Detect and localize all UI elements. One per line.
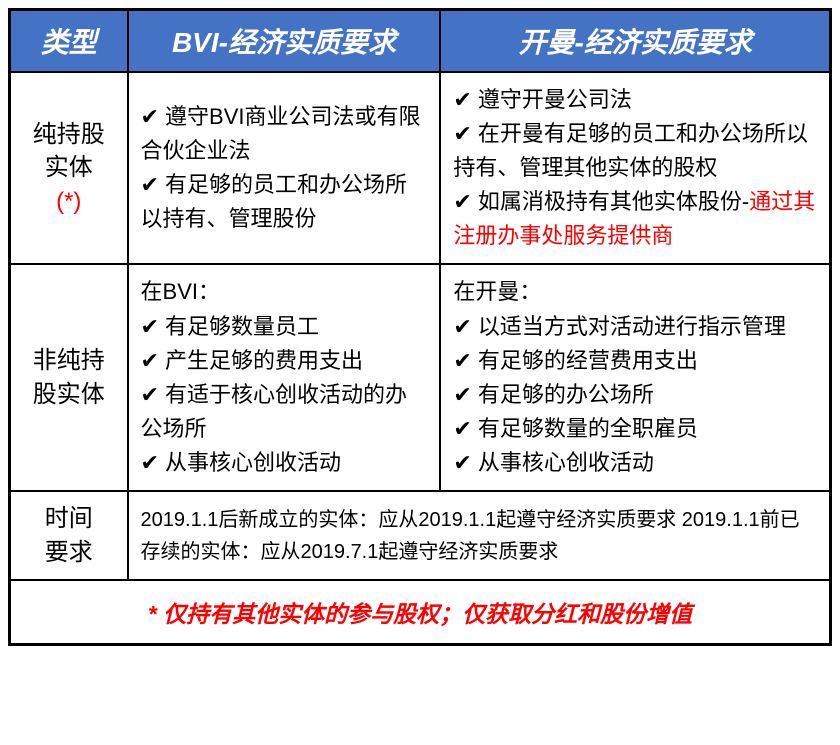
np-bvi-head: 在BVI： xyxy=(141,275,428,309)
label-time-l1: 时间 xyxy=(45,505,93,532)
np-bvi-0: ✔ 有足够数量员工 xyxy=(141,310,428,344)
cell-pure-cayman: ✔ 遵守开曼公司法 ✔ 在开曼有足够的员工和办公场所以持有、管理其他实体的股权 … xyxy=(440,72,830,264)
np-km-2: ✔ 有足够的办公场所 xyxy=(453,378,817,412)
cell-nonpure-bvi: 在BVI： ✔ 有足够数量员工 ✔ 产生足够的费用支出 ✔ 有适于核心创收活动的… xyxy=(128,264,441,491)
pure-bvi-0: ✔ 遵守BVI商业公司法或有限合伙企业法 xyxy=(141,100,428,168)
header-row: 类型 BVI-经济实质要求 开曼-经济实质要求 xyxy=(10,10,831,73)
footer-note: * 仅持有其他实体的参与股权；仅获取分红和股份增值 xyxy=(10,580,831,645)
label-pure: 纯持股 实体 (*) xyxy=(10,72,128,264)
np-km-3: ✔ 有足够数量的全职雇员 xyxy=(453,412,817,446)
label-time-l2: 要求 xyxy=(45,539,93,566)
cell-pure-bvi: ✔ 遵守BVI商业公司法或有限合伙企业法 ✔ 有足够的员工和办公场所以持有、管理… xyxy=(128,72,441,264)
pure-km-mixed-prefix: ✔ 如属消极持有其他实体股份- xyxy=(453,189,749,214)
np-km-0: ✔ 以适当方式对活动进行指示管理 xyxy=(453,310,817,344)
np-km-1: ✔ 有足够的经营费用支出 xyxy=(453,344,817,378)
time-l1: 2019.1.1后新成立的实体：应从2019.1.1起遵守经济实质要求 xyxy=(141,509,677,531)
row-pure-holding: 纯持股 实体 (*) ✔ 遵守BVI商业公司法或有限合伙企业法 ✔ 有足够的员工… xyxy=(10,72,831,264)
header-cayman: 开曼-经济实质要求 xyxy=(440,10,830,73)
np-bvi-3: ✔ 从事核心创收活动 xyxy=(141,446,428,480)
label-time: 时间 要求 xyxy=(10,491,128,580)
label-nonpure-l2: 股实体 xyxy=(33,381,105,408)
pure-km-1: ✔ 在开曼有足够的员工和办公场所以持有、管理其他实体的股权 xyxy=(453,117,817,185)
row-footer: * 仅持有其他实体的参与股权；仅获取分红和股份增值 xyxy=(10,580,831,645)
pure-km-mixed: ✔ 如属消极持有其他实体股份-通过其注册办事处服务提供商 xyxy=(453,185,817,253)
econ-substance-table: 类型 BVI-经济实质要求 开曼-经济实质要求 纯持股 实体 (*) ✔ 遵守B… xyxy=(8,8,832,646)
row-nonpure-holding: 非纯持 股实体 在BVI： ✔ 有足够数量员工 ✔ 产生足够的费用支出 ✔ 有适… xyxy=(10,264,831,491)
header-bvi: BVI-经济实质要求 xyxy=(128,10,441,73)
pure-bvi-1: ✔ 有足够的员工和办公场所以持有、管理股份 xyxy=(141,168,428,236)
label-nonpure: 非纯持 股实体 xyxy=(10,264,128,491)
np-km-4: ✔ 从事核心创收活动 xyxy=(453,446,817,480)
cell-time-content: 2019.1.1后新成立的实体：应从2019.1.1起遵守经济实质要求 2019… xyxy=(128,491,831,580)
np-bvi-1: ✔ 产生足够的费用支出 xyxy=(141,344,428,378)
label-pure-l1: 纯持股 xyxy=(33,121,105,148)
label-pure-l2: 实体 xyxy=(45,154,93,181)
np-bvi-2: ✔ 有适于核心创收活动的办公场所 xyxy=(141,378,428,446)
pure-km-0: ✔ 遵守开曼公司法 xyxy=(453,83,817,117)
np-km-head: 在开曼： xyxy=(453,275,817,309)
cell-nonpure-cayman: 在开曼： ✔ 以适当方式对活动进行指示管理 ✔ 有足够的经营费用支出 ✔ 有足够… xyxy=(440,264,830,491)
label-nonpure-l1: 非纯持 xyxy=(33,347,105,374)
header-type: 类型 xyxy=(10,10,128,73)
label-pure-star: (*) xyxy=(56,188,81,215)
row-time-req: 时间 要求 2019.1.1后新成立的实体：应从2019.1.1起遵守经济实质要… xyxy=(10,491,831,580)
